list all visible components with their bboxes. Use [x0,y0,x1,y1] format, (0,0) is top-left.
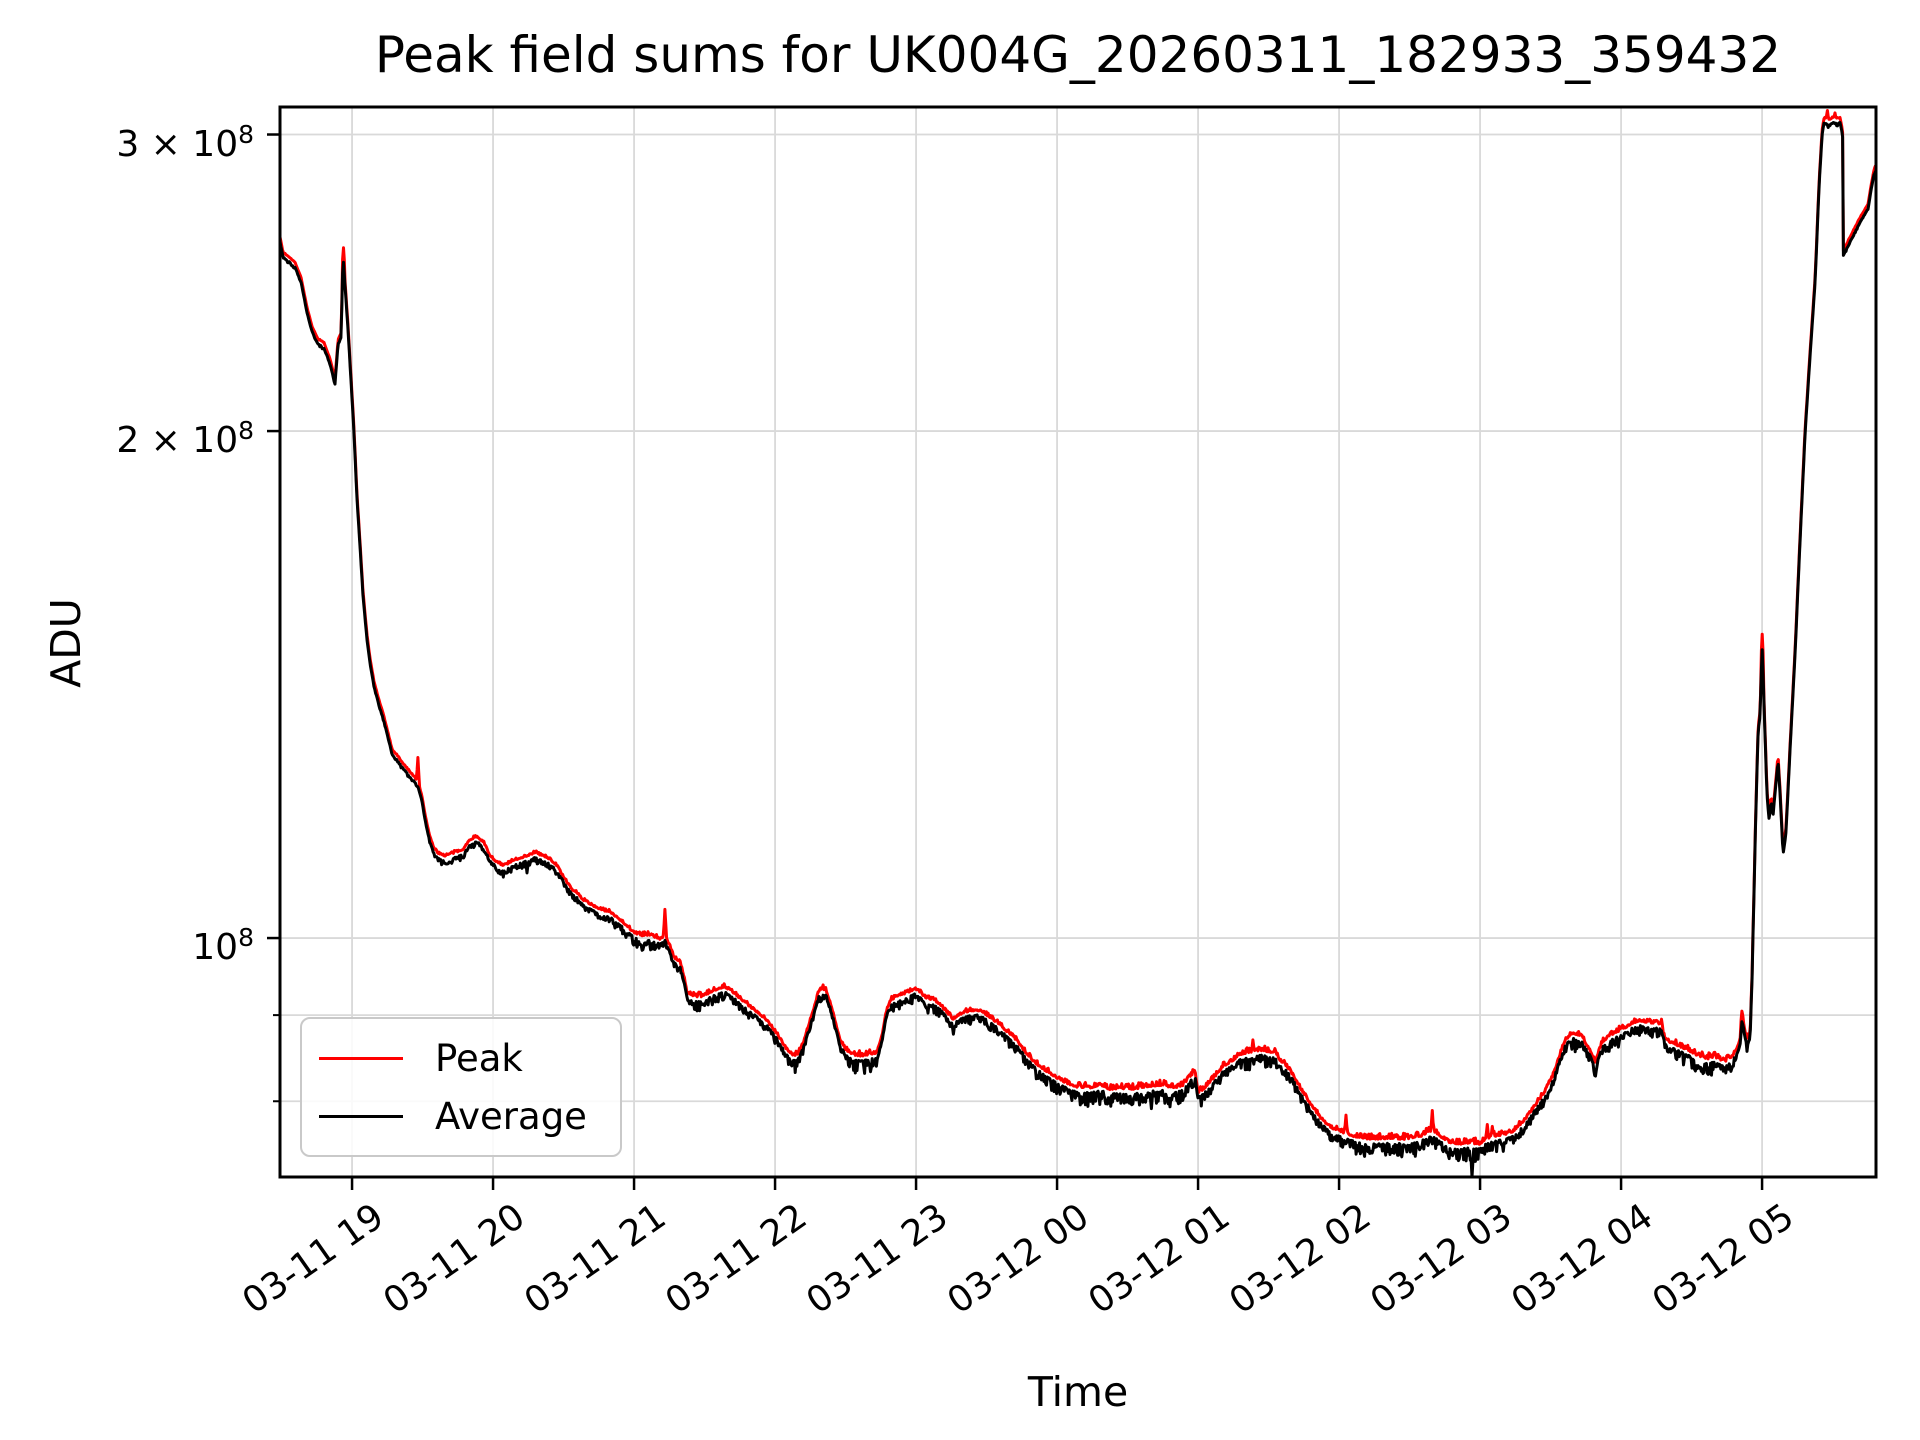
y-tick-label: 2 × 108 [116,416,254,462]
legend-item-peak: Peak [319,1037,620,1080]
average-legend-line [319,1114,403,1118]
peak-legend-line [319,1056,403,1060]
peak-legend-label: Peak [435,1036,523,1080]
legend-item-average: Average [319,1095,620,1138]
chart-title: Peak field sums for UK004G_20260311_1829… [374,26,1782,84]
y-tick-label: 108 [192,923,254,969]
peak-series-line [280,109,1876,1146]
average-legend-label: Average [435,1094,587,1138]
y-tick-label: 3 × 108 [116,119,254,165]
average-series-line [280,121,1876,1177]
x-axis-label: Time [1027,1368,1129,1416]
legend: Peak Average [300,1017,622,1157]
y-axis-label: ADU [42,598,90,688]
